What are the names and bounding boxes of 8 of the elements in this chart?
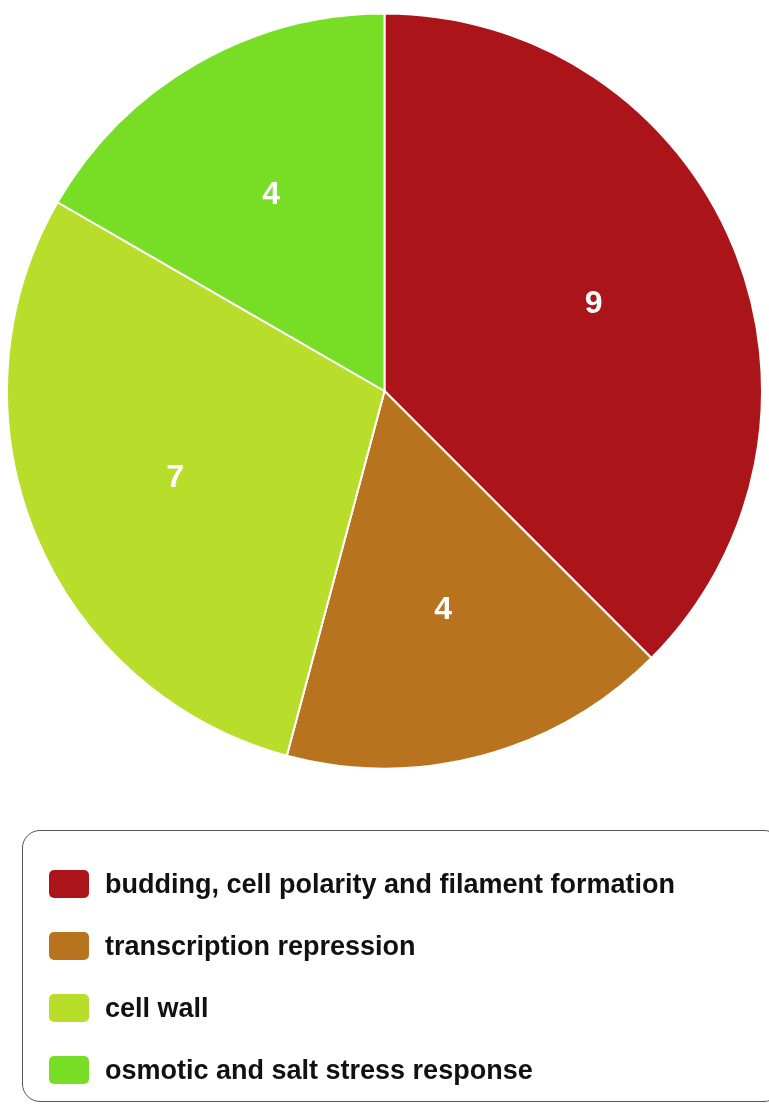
data-label: 7 [166, 457, 185, 494]
data-label: 4 [262, 174, 281, 211]
legend-label: budding, cell polarity and filament formation [105, 868, 676, 900]
legend-label: cell wall [105, 992, 209, 1024]
data-label: 9 [584, 284, 603, 321]
legend-label: osmotic and salt stress response [105, 1054, 533, 1086]
legend-label: transcription repression [105, 930, 416, 962]
data-label: 4 [434, 589, 453, 626]
